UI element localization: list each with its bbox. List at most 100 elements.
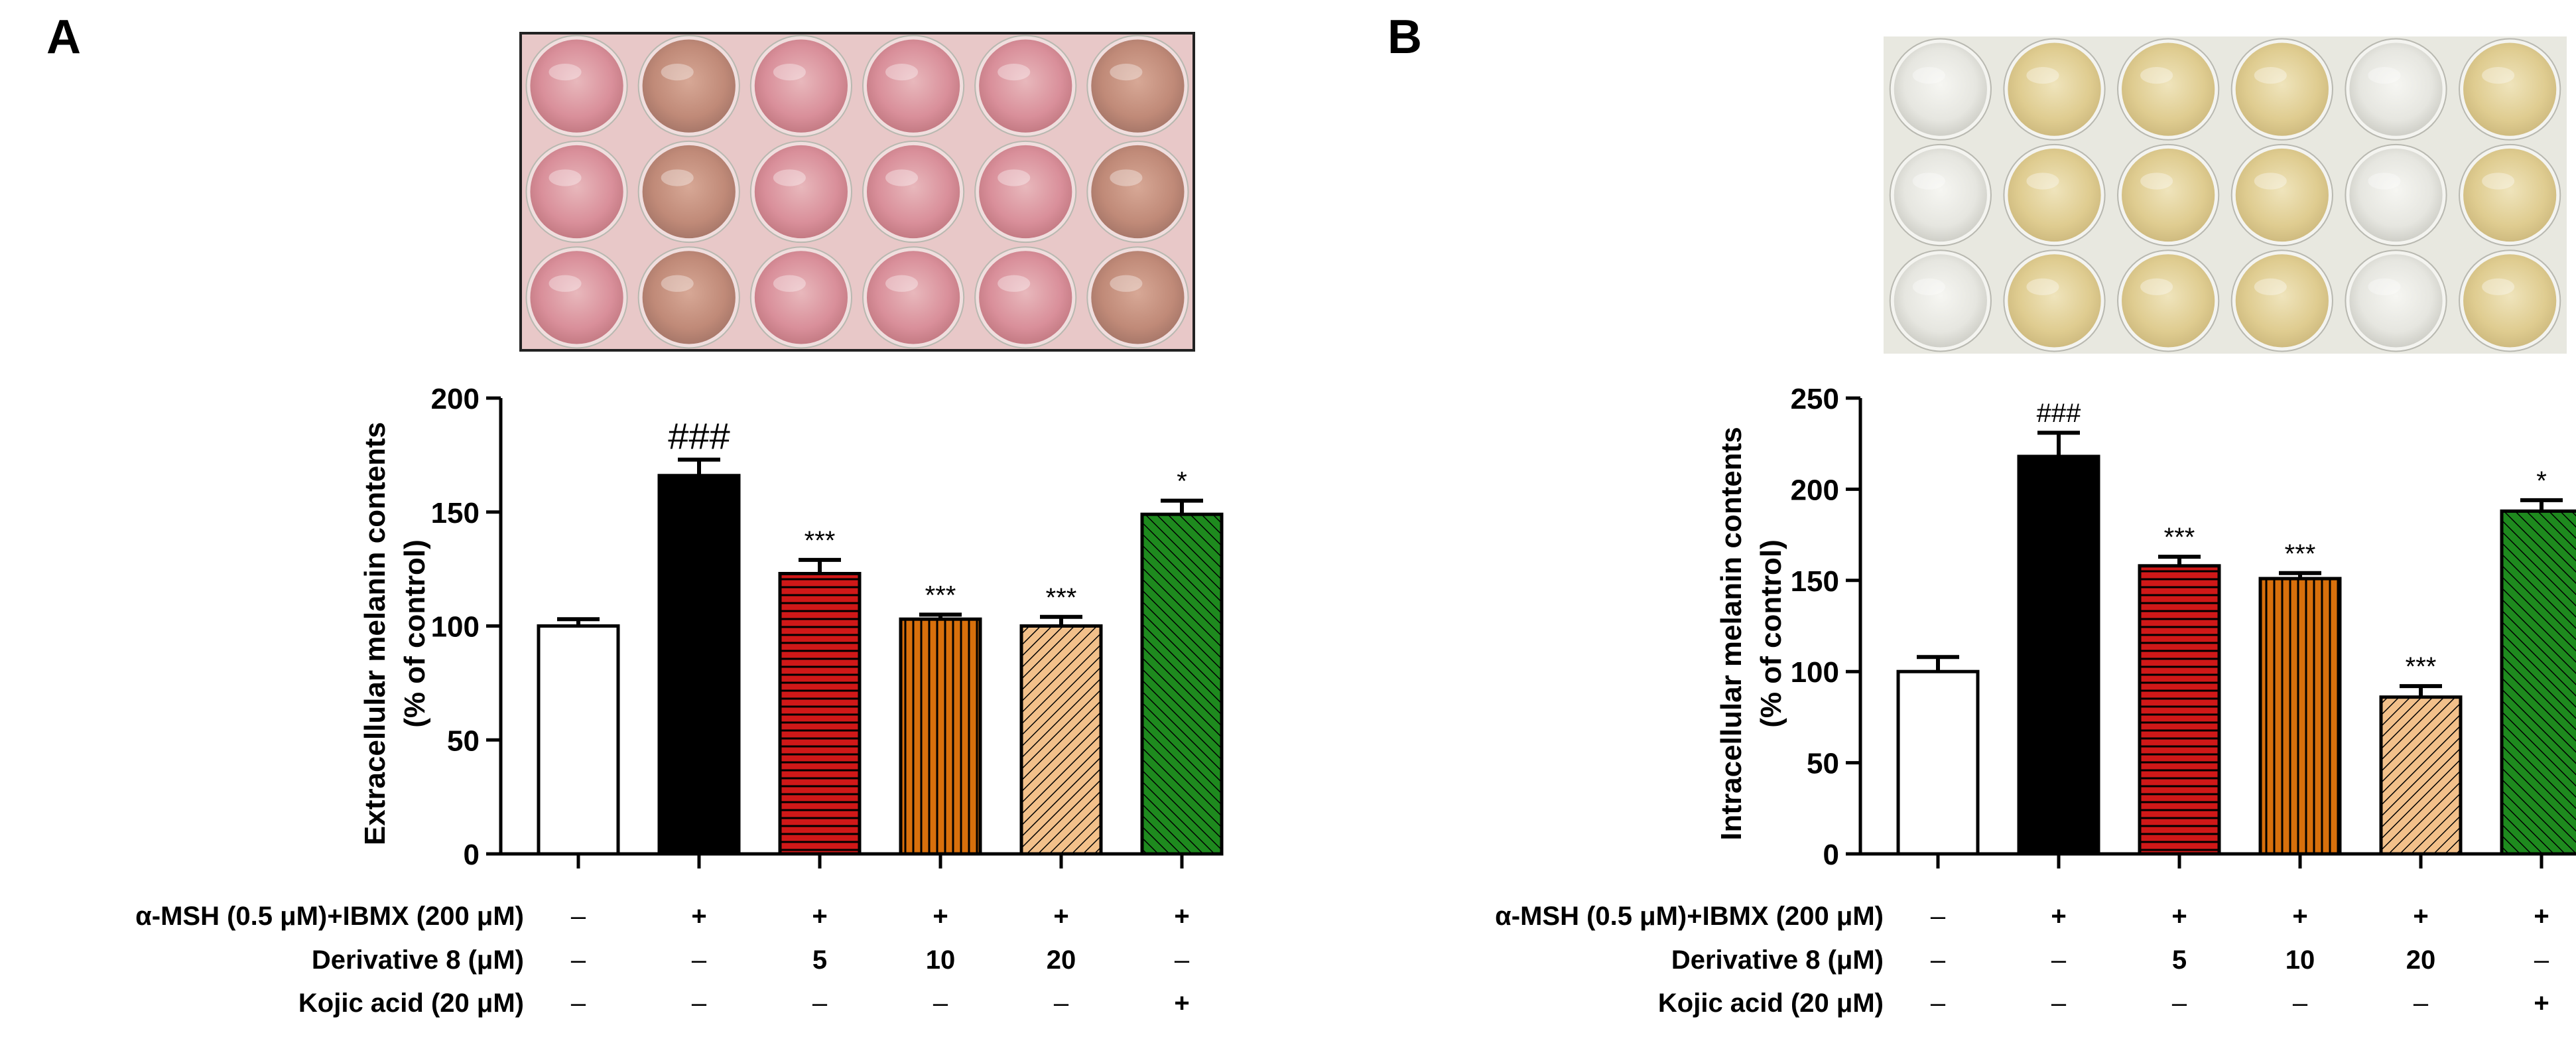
well-highlight — [885, 64, 919, 81]
well-highlight — [661, 275, 694, 292]
well — [530, 39, 623, 133]
well — [2349, 148, 2443, 242]
well — [979, 251, 1072, 344]
condition-value: – — [1175, 945, 1190, 975]
well-highlight — [2368, 67, 2401, 84]
condition-label: α-MSH (0.5 μM)+IBMX (200 μM) — [1495, 902, 1884, 931]
significance-label: *** — [2285, 539, 2316, 569]
well-highlight — [2254, 278, 2287, 295]
well — [2463, 254, 2557, 348]
condition-value: + — [933, 902, 948, 931]
well-highlight — [2026, 278, 2059, 295]
well-highlight — [2482, 278, 2515, 295]
significance-label: *** — [805, 526, 836, 555]
condition-value: + — [1053, 902, 1068, 931]
y-tick-label: 200 — [1791, 474, 1839, 506]
significance-label: *** — [2164, 523, 2195, 552]
condition-value: – — [933, 989, 948, 1018]
condition-value: – — [2414, 989, 2429, 1018]
significance-label: ### — [668, 415, 730, 457]
well — [2463, 42, 2557, 136]
well-highlight — [2254, 67, 2287, 84]
panel-label-a: A — [46, 11, 81, 64]
well-highlight — [773, 64, 806, 81]
well-highlight — [2026, 67, 2059, 84]
well-highlight — [661, 169, 694, 186]
bar — [537, 624, 620, 856]
well — [2463, 148, 2557, 242]
well — [754, 39, 848, 133]
well — [979, 145, 1072, 239]
well-highlight — [773, 169, 806, 186]
bar — [1019, 624, 1103, 856]
condition-value: – — [1054, 989, 1069, 1018]
well — [2122, 148, 2215, 242]
well-highlight — [2482, 173, 2515, 190]
well-highlight — [2482, 67, 2515, 84]
well-highlight — [2368, 278, 2401, 295]
well-highlight — [2140, 173, 2173, 190]
well — [866, 39, 960, 133]
condition-value: – — [692, 989, 707, 1018]
condition-value: + — [691, 902, 706, 931]
well — [1091, 145, 1185, 239]
condition-value: 10 — [926, 945, 956, 975]
y-tick-label: 100 — [431, 611, 480, 644]
significance-label: * — [2536, 466, 2547, 496]
bar-chart-a: Extracellular melanin contents (% of con… — [135, 383, 1224, 1018]
well — [2122, 254, 2215, 348]
bar — [1140, 512, 1224, 856]
condition-value: 5 — [812, 945, 827, 975]
well — [1894, 148, 1987, 242]
plate-background — [1884, 36, 2567, 354]
condition-value: 20 — [1047, 945, 1076, 975]
well — [2008, 254, 2101, 348]
well — [866, 251, 960, 344]
well-highlight — [2026, 173, 2059, 190]
condition-value: + — [1174, 989, 1189, 1018]
well-highlight — [1912, 173, 1945, 190]
well — [530, 251, 623, 344]
well — [866, 145, 960, 239]
bar-chart-b: Intracellular melanin contents (% of con… — [1495, 383, 2576, 1018]
well-highlight — [998, 275, 1031, 292]
y-tick-label: 100 — [1791, 656, 1839, 689]
well — [2349, 254, 2443, 348]
well-highlight — [548, 169, 582, 186]
condition-value: – — [2051, 945, 2067, 975]
condition-value: – — [2172, 989, 2187, 1018]
condition-value: – — [1931, 989, 1946, 1018]
well-highlight — [2140, 278, 2173, 295]
well — [2235, 148, 2329, 242]
well-plate-photo-a — [519, 32, 1195, 352]
panel-label-b: B — [1387, 11, 1422, 64]
well-highlight — [661, 64, 694, 81]
well-highlight — [548, 275, 582, 292]
well — [1091, 39, 1185, 133]
well — [2235, 42, 2329, 136]
condition-value: 5 — [2172, 945, 2187, 975]
condition-value: – — [1931, 902, 1946, 931]
significance-label: *** — [1046, 583, 1077, 612]
y-tick-label: 150 — [1791, 565, 1839, 598]
significance-label: *** — [925, 581, 956, 610]
well — [1894, 254, 1987, 348]
condition-value: + — [1174, 902, 1189, 931]
condition-value: 20 — [2406, 945, 2436, 975]
y-axis-label-line2: (% of control) — [1755, 539, 1787, 728]
condition-label: Derivative 8 (μM) — [312, 945, 524, 975]
well — [2008, 148, 2101, 242]
bar — [899, 617, 982, 856]
well-highlight — [1110, 169, 1143, 186]
well — [1091, 251, 1185, 344]
well — [2235, 254, 2329, 348]
condition-label: Derivative 8 (μM) — [1671, 945, 1884, 975]
condition-value: – — [571, 945, 586, 975]
well — [642, 251, 736, 344]
well-highlight — [885, 275, 919, 292]
well — [754, 145, 848, 239]
well — [642, 39, 736, 133]
well-highlight — [2368, 173, 2401, 190]
well — [530, 145, 623, 239]
condition-value: + — [2534, 989, 2549, 1018]
